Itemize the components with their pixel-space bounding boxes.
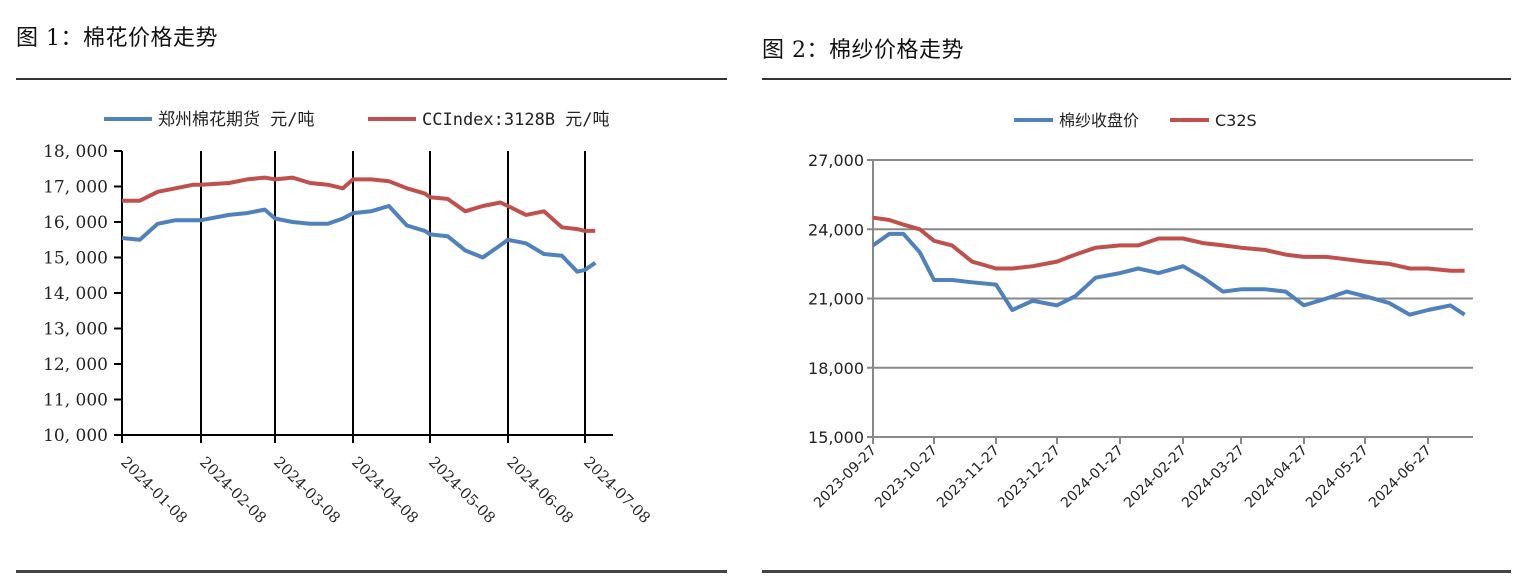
y-tick-label: 11, 000 bbox=[43, 391, 108, 411]
y-tick-label: 24,000 bbox=[808, 220, 864, 239]
series-line bbox=[121, 204, 597, 274]
chart-1-vertical-gridlines bbox=[200, 151, 586, 443]
figure-2-top-rule bbox=[762, 78, 1511, 80]
y-tick-label: 10, 000 bbox=[43, 426, 108, 446]
chart-2-axes bbox=[867, 160, 1473, 444]
figure-2-title: 图 2：棉纱价格走势 bbox=[762, 38, 964, 63]
legend-label-yarn-close: 棉纱收盘价 bbox=[1059, 111, 1139, 130]
x-tick-label: 2024-01-27 bbox=[1058, 443, 1127, 512]
x-tick-label: 2024-02-08 bbox=[196, 453, 270, 527]
y-tick-label: 16, 000 bbox=[43, 213, 108, 233]
y-tick-label: 17, 000 bbox=[43, 178, 108, 198]
y-tick-label: 14, 000 bbox=[43, 284, 108, 304]
x-tick-label: 2023-12-27 bbox=[995, 443, 1064, 512]
y-tick-label: 12, 000 bbox=[43, 355, 108, 375]
figure-1-title: 图 1：棉花价格走势 bbox=[16, 26, 218, 51]
x-tick-label: 2024-05-27 bbox=[1303, 443, 1372, 512]
x-tick-label: 2023-11-27 bbox=[934, 443, 1003, 512]
x-tick-label: 2024-06-27 bbox=[1366, 443, 1435, 512]
y-tick-label: 18, 000 bbox=[43, 142, 108, 162]
chart-1-x-tick-labels: 2024-01-08 2024-02-08 2024-03-08 2024-04-08… bbox=[117, 453, 654, 527]
chart-2-series bbox=[871, 215, 1466, 317]
x-tick-label: 2023-09-27 bbox=[811, 443, 880, 512]
chart-1-y-tick-labels: 18, 000 17, 000 16, 000 15, 000 14, 000 13, 0… bbox=[43, 142, 108, 446]
y-tick-label: 27,000 bbox=[808, 151, 864, 170]
series-line bbox=[871, 231, 1466, 317]
x-tick-label: 2024-05-08 bbox=[425, 453, 499, 527]
x-tick-label: 2024-03-08 bbox=[270, 453, 344, 527]
series-line bbox=[872, 215, 1465, 273]
y-tick-label: 13, 000 bbox=[43, 320, 108, 340]
figure-1-bottom-rule bbox=[16, 570, 727, 573]
y-tick-label: 15, 000 bbox=[43, 249, 108, 269]
figure-2-bottom-rule bbox=[762, 570, 1511, 573]
chart-2-y-tick-labels: 27,000 24,000 21,000 18,000 15,000 bbox=[808, 151, 864, 447]
y-tick-label: 18,000 bbox=[808, 359, 864, 378]
series-line bbox=[122, 175, 596, 233]
chart-1-series bbox=[121, 175, 597, 274]
x-tick-label: 2024-07-08 bbox=[580, 453, 654, 527]
x-tick-label: 2023-10-27 bbox=[872, 443, 941, 512]
chart-2-legend: 棉纱收盘价 C32S bbox=[1014, 111, 1257, 130]
x-tick-label: 2024-04-27 bbox=[1242, 443, 1311, 512]
figure-1-top-rule bbox=[16, 78, 727, 80]
y-tick-label: 15,000 bbox=[808, 428, 864, 447]
x-tick-label: 2024-04-08 bbox=[348, 453, 422, 527]
legend-label-ccindex: CCIndex:3128B 元/吨 bbox=[422, 110, 610, 130]
chart-2-horizontal-gridlines bbox=[867, 159, 1473, 369]
chart-1-cotton-price: 郑州棉花期货 元/吨 CCIndex:3128B 元/吨 18, 000 17, … bbox=[43, 110, 654, 527]
x-tick-label: 2024-01-08 bbox=[117, 453, 191, 527]
x-tick-label: 2024-02-27 bbox=[1121, 443, 1190, 512]
chart-1-axes bbox=[114, 150, 613, 443]
x-tick-label: 2024-03-27 bbox=[1179, 443, 1248, 512]
x-tick-label: 2024-06-08 bbox=[503, 453, 577, 527]
chart-1-legend: 郑州棉花期货 元/吨 CCIndex:3128B 元/吨 bbox=[104, 110, 610, 130]
legend-label-zce-cotton: 郑州棉花期货 元/吨 bbox=[158, 110, 314, 130]
y-tick-label: 21,000 bbox=[808, 290, 864, 309]
chart-2-x-tick-labels: 2023-09-272023-10-272023-11-272023-12-27… bbox=[811, 443, 1435, 512]
legend-label-c32s: C32S bbox=[1215, 111, 1257, 130]
